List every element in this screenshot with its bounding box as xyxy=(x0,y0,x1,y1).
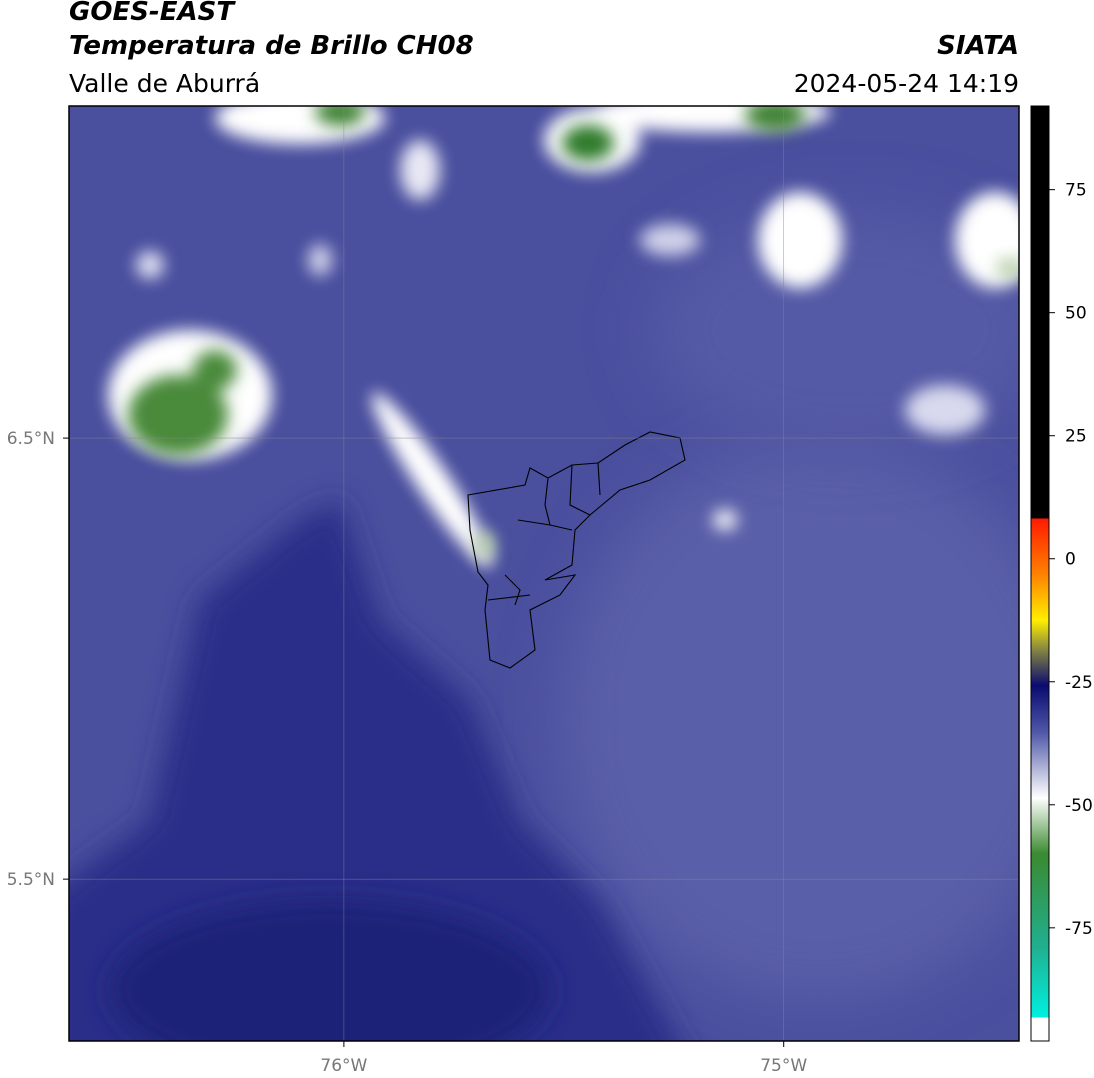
satellite-image xyxy=(69,106,1019,1041)
y-tick-label: 5.5°N xyxy=(7,870,55,890)
source: SIATA xyxy=(937,31,1019,61)
x-tick-label: 75°W xyxy=(760,1056,807,1076)
title: GOES-EAST xyxy=(69,0,236,27)
colorbar-label: 0 xyxy=(1065,550,1076,570)
colorbar-label: 25 xyxy=(1065,427,1087,447)
y-tick-label: 6.5°N xyxy=(7,429,55,449)
subtitle: Temperatura de Brillo CH08 xyxy=(69,31,474,61)
datetime: 2024-05-24 14:19 xyxy=(794,69,1019,98)
colorbar-label: -75 xyxy=(1065,919,1093,939)
colorbar-label: 50 xyxy=(1065,304,1087,324)
region: Valle de Aburrá xyxy=(69,69,260,98)
map-frame xyxy=(68,105,1020,1042)
x-tick-label: 76°W xyxy=(320,1056,367,1076)
graticule xyxy=(69,106,1019,1041)
valley-outline xyxy=(467,431,686,669)
colorbar-label: -50 xyxy=(1065,796,1093,816)
colorbar xyxy=(1030,105,1050,1042)
colorbar-label: -25 xyxy=(1065,673,1093,693)
colorbar-label: 75 xyxy=(1065,181,1087,201)
